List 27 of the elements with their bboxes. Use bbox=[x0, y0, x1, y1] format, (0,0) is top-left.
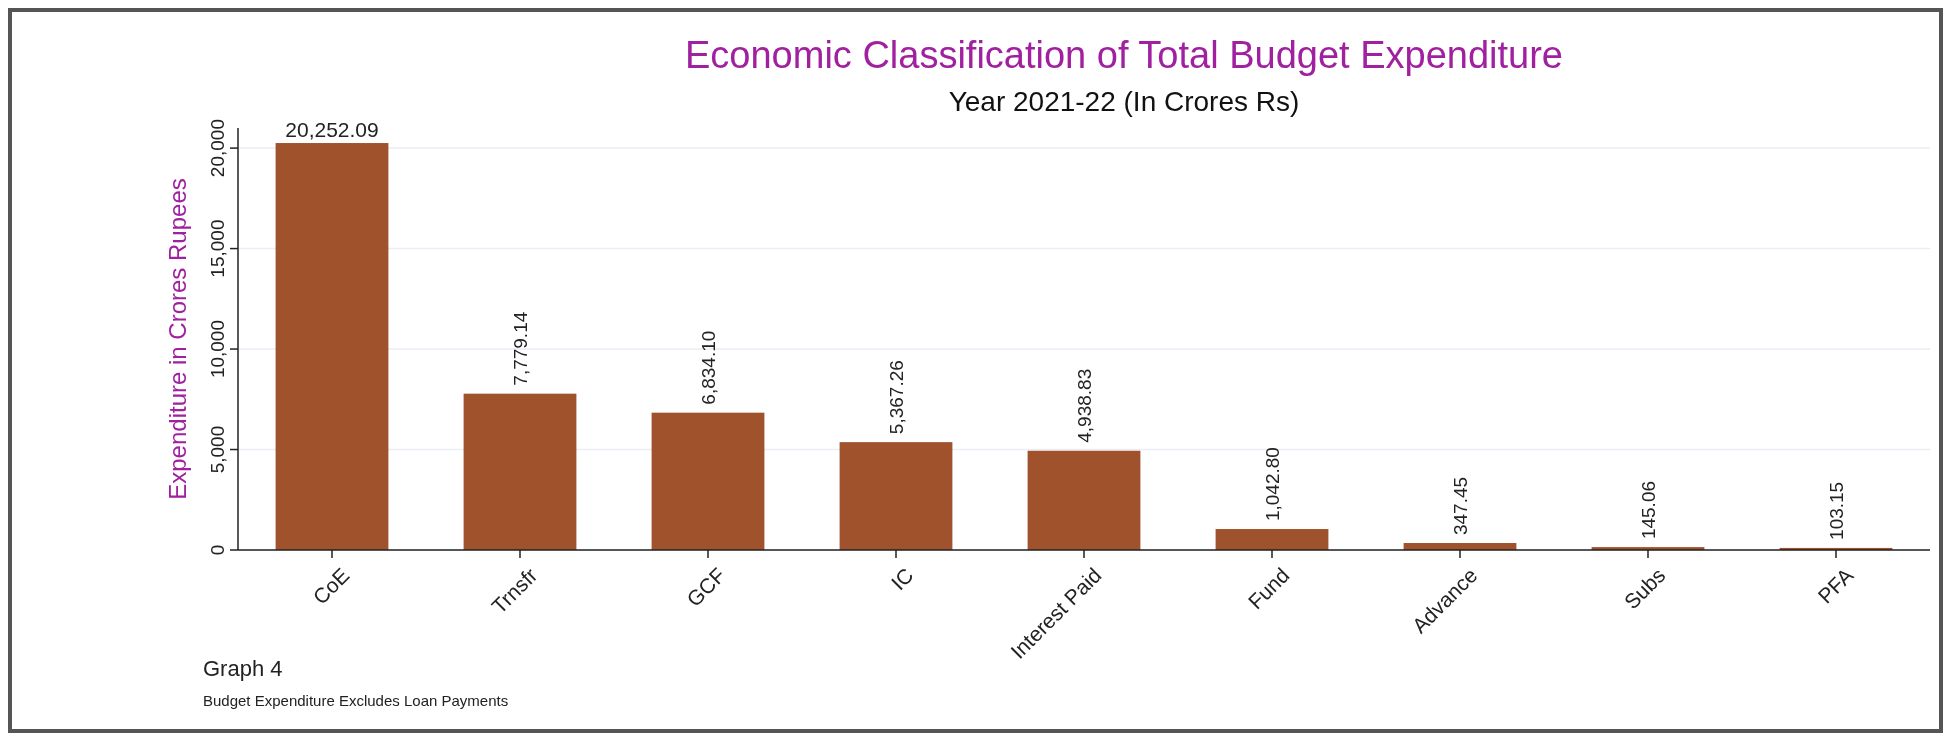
y-tick-label: 0 bbox=[207, 544, 228, 556]
bar bbox=[463, 393, 577, 550]
bar bbox=[839, 442, 953, 550]
chart-subtitle: Year 2021-22 (In Crores Rs) bbox=[948, 86, 1300, 117]
data-label: 5,367.26 bbox=[886, 360, 907, 435]
caption: Graph 4 bbox=[203, 656, 283, 681]
data-label: 1,042.80 bbox=[1262, 447, 1283, 522]
data-label: 7,779.14 bbox=[510, 311, 531, 386]
data-label: 145.06 bbox=[1638, 480, 1659, 540]
data-label: 347.45 bbox=[1450, 476, 1471, 536]
data-label: 4,938.83 bbox=[1074, 368, 1095, 443]
y-axis-title: Expenditure in Crores Rupees bbox=[164, 178, 191, 500]
data-label: 6,834.10 bbox=[698, 330, 719, 405]
y-tick-label: 15,000 bbox=[207, 219, 228, 278]
data-label: 103.15 bbox=[1826, 481, 1847, 540]
bar bbox=[1215, 529, 1329, 550]
chart-title: Economic Classification of Total Budget Expenditure bbox=[684, 34, 1564, 76]
data-label: 20,252.09 bbox=[285, 118, 379, 142]
x-tick-label: IC bbox=[886, 563, 918, 595]
bar bbox=[275, 143, 389, 550]
bar bbox=[651, 412, 765, 550]
bar bbox=[1027, 450, 1141, 550]
y-tick-label: 20,000 bbox=[207, 119, 228, 178]
y-tick-label: 10,000 bbox=[207, 319, 228, 379]
text: Budget Expenditure Excludes Loan Payments bbox=[203, 692, 509, 709]
x-tick-label: PFA bbox=[1813, 563, 1858, 608]
y-tick-label: 5,000 bbox=[207, 425, 228, 474]
